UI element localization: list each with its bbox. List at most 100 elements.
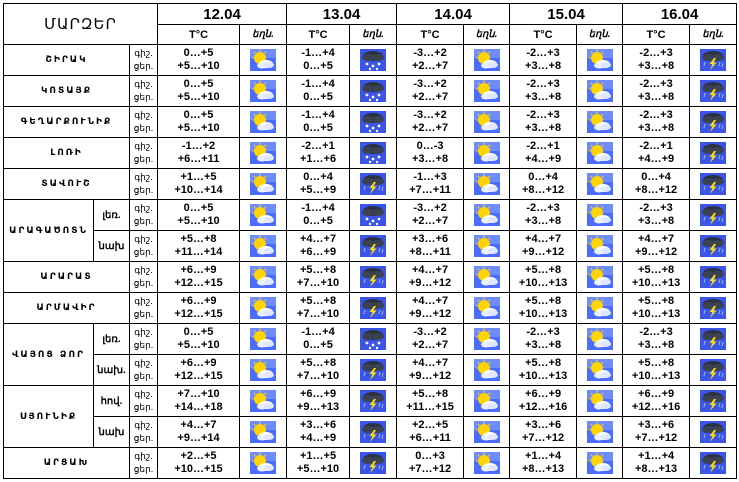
- night-temperature: +5…+8: [299, 357, 337, 369]
- region-name: ԱՐԱՐԱՏ: [3, 261, 130, 293]
- temperature-cell: -2…+3 +3…+8: [509, 323, 578, 355]
- sun-cloud-icon: [250, 142, 276, 164]
- weather-cell: [349, 199, 398, 231]
- weather-cell: [576, 44, 624, 76]
- day-temperature: +4…+9: [525, 153, 562, 165]
- day-temperature: +3…+8: [638, 339, 675, 351]
- day-temperature: +3…+8: [525, 91, 562, 103]
- night-temperature: +5…+8: [525, 357, 562, 369]
- night-temperature: +6…+9: [180, 357, 217, 369]
- sun-cloud-icon: [250, 173, 276, 195]
- night-temperature: +4…+7: [299, 233, 337, 245]
- storm-cloud-icon: [700, 297, 726, 319]
- snow-cloud-icon: [360, 204, 386, 226]
- sun-cloud-icon: [587, 297, 613, 319]
- night-label: գիշ.: [134, 327, 153, 337]
- night-temperature: -2…+3: [639, 47, 673, 59]
- sun-cloud-icon: [587, 173, 613, 195]
- temperature-cell: +4…+7 +9…+14: [157, 416, 241, 448]
- night-temperature: 0…-3: [416, 140, 444, 152]
- sun-cloud-icon: [250, 111, 276, 133]
- night-temperature: -1…+4: [301, 109, 335, 121]
- forecast-row: նախ գիշ. ցեր. +5…+8 +11…+14 +4…+7 +6…+9 +3…+6 +8…: [4, 230, 738, 262]
- weather-cell: [689, 323, 738, 355]
- weather-cell: [463, 447, 511, 479]
- region-name: ԱՐՑԱԽ: [3, 447, 130, 479]
- night-label: գիշ.: [134, 141, 153, 151]
- storm-cloud-icon: [360, 390, 386, 412]
- temperature-cell: +6…+9 +12…+16: [622, 385, 691, 417]
- day-temperature: +9…+12: [634, 246, 678, 258]
- day-temperature: +3…+8: [638, 60, 675, 72]
- night-temperature: +5…+8: [638, 295, 675, 307]
- temperature-cell: +3…+6 +7…+12: [622, 416, 691, 448]
- weather-cell: [349, 385, 398, 417]
- sub-area-label: նախ: [93, 230, 130, 262]
- temperature-cell: +4…+7 +9…+12: [509, 230, 578, 262]
- forecast-row: ԳԵՂԱՐՔՈՒՆԻՔ գիշ. ցեր. 0…+5 +5…+10 -1…+4 0…+5 -3…: [3, 106, 738, 138]
- temperature-cell: +5…+8 +7…+10: [286, 292, 351, 324]
- day-temperature: +3…+8: [525, 122, 562, 134]
- sun-cloud-icon: [250, 328, 276, 350]
- night-temperature: +6…+9: [638, 388, 675, 400]
- snow-cloud-icon: [360, 80, 386, 102]
- weather-cell: [576, 106, 624, 138]
- weather-cell: [463, 75, 511, 107]
- temperature-cell: 0…+5 +5…+10: [157, 106, 241, 138]
- sun-cloud-icon: [250, 49, 276, 71]
- night-temperature: +1…+5: [180, 171, 217, 183]
- sun-cloud-icon: [474, 80, 500, 102]
- snow-cloud-icon: [360, 328, 386, 350]
- temperature-cell: -1…+4 0…+5: [286, 44, 351, 76]
- sun-cloud-icon: [587, 328, 613, 350]
- night-temperature: -3…+2: [413, 202, 447, 214]
- storm-cloud-icon: [700, 204, 726, 226]
- sun-cloud-icon: [474, 235, 500, 257]
- day-label: ցեր.: [133, 402, 154, 412]
- weather-cell: [576, 137, 624, 169]
- day-temperature: +7…+12: [521, 432, 565, 444]
- night-temperature: +5…+8: [638, 264, 675, 276]
- sun-cloud-icon: [250, 235, 276, 257]
- night-temperature: -2…+3: [526, 109, 560, 121]
- temperature-cell: 0…+4 +8…+12: [509, 168, 578, 200]
- sun-cloud-icon: [250, 266, 276, 288]
- temperature-cell: +4…+7 +9…+12: [396, 354, 465, 386]
- temperature-cell: -2…+1 +4…+9: [622, 137, 691, 169]
- weather-cell: [689, 199, 738, 231]
- sun-cloud-icon: [474, 49, 500, 71]
- header-temperature-label: T°C: [286, 24, 351, 45]
- day-temperature: +9…+13: [296, 401, 340, 413]
- weather-cell: [689, 44, 738, 76]
- day-temperature: 0…+5: [303, 122, 333, 134]
- day-temperature: 0…+5: [303, 215, 333, 227]
- header-date: 15.04: [509, 3, 624, 25]
- night-temperature: -3…+2: [413, 47, 447, 59]
- temperature-cell: +3…+6 +4…+9: [286, 416, 351, 448]
- day-temperature: +2…+7: [412, 91, 449, 103]
- day-temperature: +12…+16: [631, 401, 681, 413]
- day-label: ցեր.: [133, 154, 154, 164]
- day-temperature: +5…+10: [177, 91, 220, 103]
- night-temperature: +3…+6: [412, 233, 449, 245]
- day-temperature: +10…+13: [518, 370, 568, 382]
- storm-cloud-icon: [700, 328, 726, 350]
- night-day-labels: գիշ. ցեր.: [128, 416, 159, 448]
- temperature-cell: +1…+5 +10…+14: [157, 168, 241, 200]
- weather-cell: [349, 416, 398, 448]
- weather-cell: [463, 199, 511, 231]
- weather-cell: [349, 168, 398, 200]
- temperature-cell: -2…+3 +3…+8: [622, 44, 691, 76]
- storm-cloud-icon: [360, 173, 386, 195]
- temperature-cell: -2…+3 +3…+8: [622, 75, 691, 107]
- weather-cell: [576, 354, 624, 386]
- night-temperature: -2…+1: [526, 140, 560, 152]
- weather-cell: [463, 261, 511, 293]
- day-label: ցեր.: [133, 433, 154, 443]
- night-temperature: -2…+1: [301, 140, 335, 152]
- forecast-table: ՄԱՐԶԵՐ 12.04 13.04 14.04 15.04 16.04 T°C եղն. T°…: [2, 3, 738, 479]
- sun-cloud-icon: [587, 452, 613, 474]
- day-temperature: +3…+8: [638, 122, 675, 134]
- night-temperature: 0…+5: [183, 326, 214, 338]
- sun-cloud-icon: [474, 142, 500, 164]
